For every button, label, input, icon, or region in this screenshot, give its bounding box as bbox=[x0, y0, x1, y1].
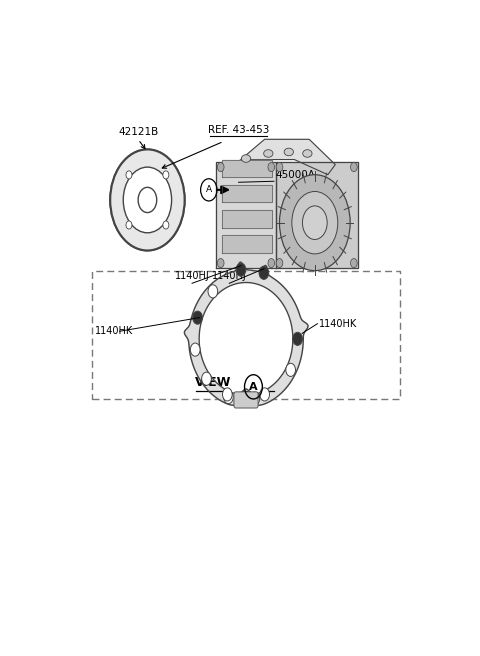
Text: 1140HJ: 1140HJ bbox=[212, 271, 247, 281]
Text: REF. 43-453: REF. 43-453 bbox=[208, 125, 269, 135]
Circle shape bbox=[293, 333, 302, 346]
Polygon shape bbox=[276, 162, 358, 268]
Polygon shape bbox=[222, 210, 272, 228]
Circle shape bbox=[202, 372, 211, 385]
Polygon shape bbox=[222, 185, 272, 203]
Circle shape bbox=[260, 388, 269, 401]
Circle shape bbox=[250, 392, 260, 405]
Circle shape bbox=[191, 343, 200, 356]
Text: VIEW: VIEW bbox=[195, 377, 231, 390]
Ellipse shape bbox=[241, 155, 251, 162]
Circle shape bbox=[259, 266, 269, 279]
Polygon shape bbox=[199, 283, 293, 394]
Circle shape bbox=[236, 263, 246, 276]
Ellipse shape bbox=[264, 150, 273, 157]
Text: 1140HK: 1140HK bbox=[96, 326, 133, 337]
Ellipse shape bbox=[303, 150, 312, 157]
Circle shape bbox=[192, 311, 203, 324]
Polygon shape bbox=[216, 162, 276, 268]
Circle shape bbox=[223, 388, 232, 401]
Circle shape bbox=[126, 171, 132, 179]
Circle shape bbox=[302, 206, 327, 239]
Polygon shape bbox=[222, 159, 272, 177]
Circle shape bbox=[279, 174, 350, 271]
Circle shape bbox=[110, 150, 185, 251]
Text: 45000A: 45000A bbox=[276, 170, 316, 180]
Circle shape bbox=[268, 163, 275, 172]
Circle shape bbox=[208, 285, 218, 298]
Circle shape bbox=[123, 167, 172, 233]
Circle shape bbox=[217, 163, 224, 172]
Text: A: A bbox=[206, 186, 212, 194]
Circle shape bbox=[163, 171, 169, 179]
Circle shape bbox=[224, 390, 233, 403]
Text: 42121B: 42121B bbox=[118, 127, 158, 137]
Circle shape bbox=[126, 221, 132, 229]
Text: A: A bbox=[249, 382, 258, 392]
Circle shape bbox=[163, 221, 169, 229]
Circle shape bbox=[276, 258, 283, 268]
Polygon shape bbox=[222, 236, 272, 253]
Text: 1140HK: 1140HK bbox=[319, 319, 357, 329]
Circle shape bbox=[276, 163, 283, 172]
Text: 1140HJ: 1140HJ bbox=[175, 271, 209, 281]
FancyBboxPatch shape bbox=[234, 392, 258, 408]
Circle shape bbox=[350, 258, 357, 268]
Bar bbox=[92, 271, 400, 400]
Circle shape bbox=[217, 258, 224, 268]
Polygon shape bbox=[235, 139, 335, 174]
Ellipse shape bbox=[284, 148, 293, 155]
Circle shape bbox=[350, 163, 357, 172]
Circle shape bbox=[268, 258, 275, 268]
FancyBboxPatch shape bbox=[143, 194, 152, 206]
Circle shape bbox=[292, 192, 338, 254]
Circle shape bbox=[286, 363, 296, 377]
Polygon shape bbox=[184, 262, 308, 405]
